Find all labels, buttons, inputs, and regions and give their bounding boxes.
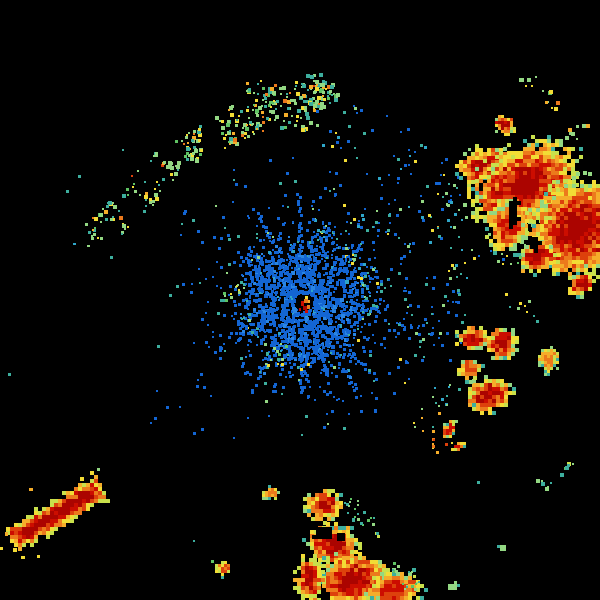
radar-view bbox=[0, 0, 600, 600]
radar-reflectivity-canvas bbox=[0, 0, 600, 600]
